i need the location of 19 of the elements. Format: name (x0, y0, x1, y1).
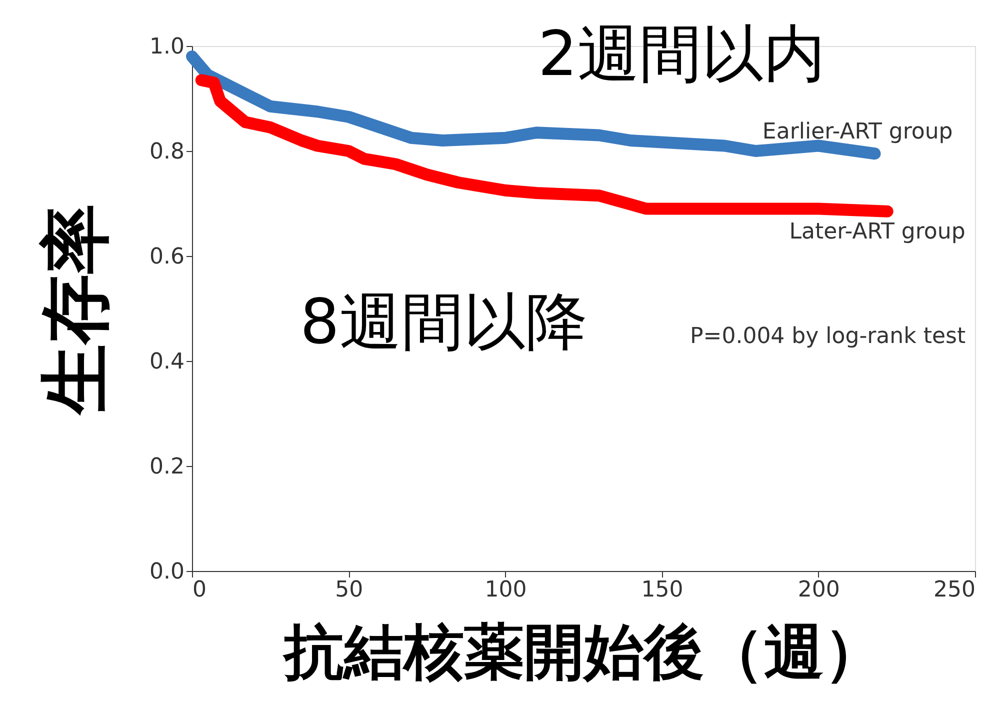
x-tick-label: 250 (934, 578, 976, 602)
y-tick-label: 0.2 (150, 454, 184, 480)
x-tick-label: 150 (641, 578, 684, 602)
y-tick-label: 0.4 (150, 350, 184, 374)
annotation: 8週間以降 (300, 285, 588, 358)
y-tick-label: 0.0 (150, 560, 184, 584)
x-tick-label: 100 (484, 578, 527, 602)
y-axis-title: 生存率 (34, 204, 117, 416)
x-tick-label: 200 (798, 578, 840, 602)
x-tick-label: 50 (335, 578, 364, 602)
series-label: Earlier-ART group (762, 120, 953, 145)
series-label: Later-ART group (789, 219, 966, 244)
y-tick-label: 1.0 (150, 34, 184, 60)
x-tick-label: 0 (192, 578, 206, 602)
y-tick-label: 0.8 (150, 140, 184, 164)
annotation: P=0.004 by log-rank test (690, 324, 966, 349)
y-tick-label: 0.6 (150, 244, 184, 270)
x-axis-title: 抗結核薬開始後（週） (282, 618, 884, 688)
annotation: 2週間以内 (538, 17, 826, 90)
